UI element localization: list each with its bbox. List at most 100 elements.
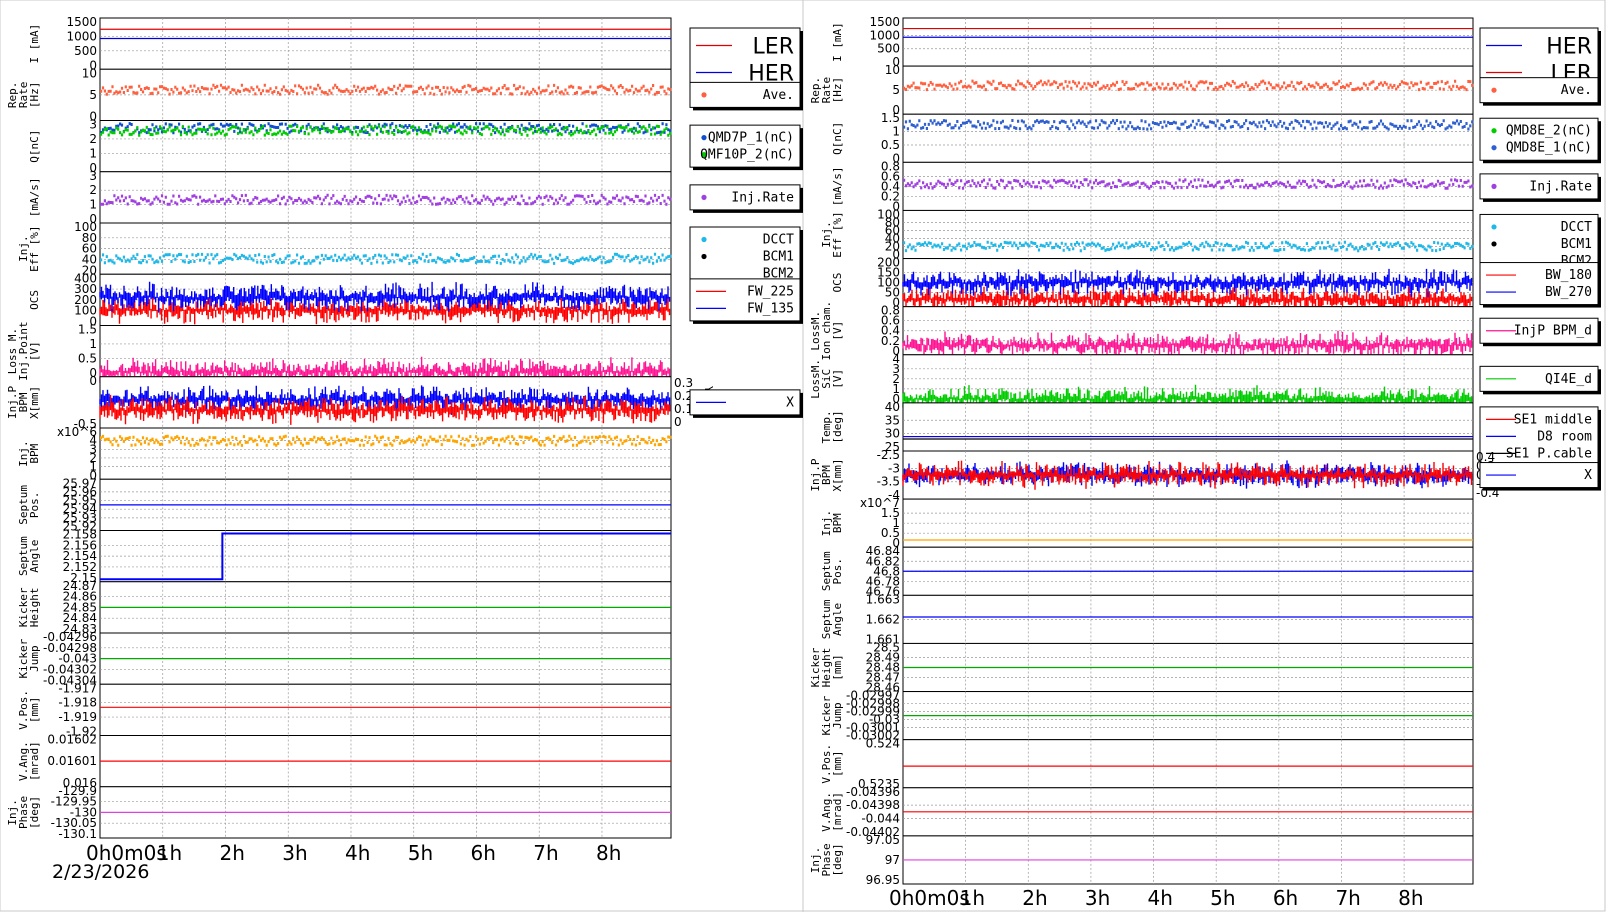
legend-label: X: [1584, 468, 1592, 483]
y-axis-label: [mm]: [28, 697, 41, 724]
y-axis-label: Jump: [831, 702, 844, 729]
y-tick-label: 100: [74, 304, 97, 318]
y-axis-label: [V]: [831, 321, 844, 341]
y-tick-label: 3: [89, 442, 97, 456]
y-tick-label: 25.97: [63, 476, 97, 490]
legend-label: QMF10P_2(nC): [700, 148, 794, 163]
y-axis-label: [mm]: [831, 750, 844, 777]
y-tick-label: 40: [885, 400, 900, 414]
legend-label: BW_270: [1545, 285, 1592, 300]
y-tick-label: 24.84: [63, 611, 97, 625]
y-axis-label: BPM: [820, 465, 833, 485]
panel-7: 0.80.60.40.20 LossM.Ion cham.[V] InjP BPM_…: [809, 301, 1601, 361]
y-axis-label: [mrad]: [831, 792, 844, 832]
y-tick-label: 20: [885, 240, 900, 254]
y-axis-label: Kicker: [17, 587, 30, 627]
y-tick-label: 28.5: [873, 640, 900, 654]
legend-label: Ave.: [763, 88, 794, 103]
x-tick: 7h: [1335, 886, 1360, 910]
y-tick-label: 1: [89, 146, 97, 160]
y-tick-label: 2: [89, 132, 97, 146]
y-tick-label: 24.85: [63, 600, 97, 614]
y-tick-label: 1: [892, 125, 900, 139]
y-tick-label: 1500: [869, 15, 900, 29]
x-tick-label: 3h: [282, 841, 307, 865]
series-dots: [100, 252, 672, 265]
y-tick-label: -129.95: [51, 795, 97, 809]
legend-label: BW_180: [1545, 268, 1592, 283]
y-tick-label: 0.01602: [47, 733, 97, 747]
y-axis-label: X[mm]: [831, 458, 844, 491]
legend-label: Ave.: [1561, 83, 1592, 98]
y-axis-label: OCS: [831, 273, 844, 293]
legend-label: LER: [753, 35, 794, 60]
legend-box: [1479, 262, 1599, 306]
y-axis-label: SiC: [820, 369, 833, 389]
y-tick-label: 0.6: [881, 169, 900, 183]
y-axis-label: BPM: [28, 443, 41, 463]
y-axis-label: Rate: [820, 77, 833, 104]
y-tick-label: 1000: [869, 28, 900, 42]
y-axis-label: Pos.: [28, 492, 41, 519]
legend: SE1 middle D8 room SE1 P.cable: [1479, 406, 1601, 469]
y-tick-label: 25: [885, 440, 900, 454]
y-axis-label: Pos.: [831, 558, 844, 585]
y-axis-label: Angle: [28, 540, 41, 573]
x-tick: 3h: [1085, 886, 1110, 910]
y-tick-label: 25.94: [63, 502, 97, 516]
y-tick-label: 0: [89, 161, 97, 175]
y-tick-label: 25.92: [63, 520, 97, 534]
y-tick-label: 96.95: [866, 873, 900, 887]
x-tick-label: 4h: [1148, 886, 1173, 910]
y-tick-label: 1.663: [866, 592, 900, 606]
legend-label: HER: [1546, 35, 1592, 60]
legend-box: [1479, 77, 1599, 104]
legend-dot-swatch: [1491, 241, 1497, 247]
y-tick-label: -1.918: [58, 696, 97, 710]
y-tick-label: 0.5: [881, 138, 900, 152]
y-tick-label: 25.95: [63, 494, 97, 508]
x-tick-label: 7h: [533, 841, 558, 865]
x-tick: 2h: [1022, 886, 1047, 910]
y-tick-label: 46.8: [873, 564, 900, 578]
y-tick-label: 25.96: [63, 485, 97, 499]
series-dots: [100, 124, 672, 137]
x-tick-label: 8h: [596, 841, 621, 865]
y-tick-label: 0.5235: [858, 777, 900, 791]
y-tick-label: 3: [89, 169, 97, 183]
x-tick-label: 2h: [219, 841, 244, 865]
y-axis-label: V.Pos.: [17, 690, 30, 730]
y-tick-label: 50: [885, 286, 900, 300]
panel-11: x10^71.510.50 Inj.BPM: [820, 496, 1474, 550]
y-axis-label: Inj.P: [809, 458, 822, 491]
legend-label: D8 room: [1537, 429, 1592, 444]
panel-10: -2.5-3-3.5-40.40.20-0.2-0.4Inj.PBPMX[mm]…: [809, 448, 1601, 502]
legend-label: FW_225: [747, 284, 794, 299]
x-tick: 4h: [1148, 886, 1173, 910]
x-tick-label: 0h0m0s: [86, 841, 167, 865]
y-tick-label: 400: [74, 271, 97, 285]
y-tick-label: -0.04304: [43, 673, 97, 687]
y-axis-label: Ion cham.: [820, 301, 833, 361]
y-tick-label: x10^6: [57, 425, 97, 439]
y-axis-label: [Hz]: [28, 82, 41, 109]
y-tick-label: 0: [892, 248, 900, 262]
y-axis-label: V.Ang.: [820, 792, 833, 832]
x-tick: 6h: [1273, 886, 1298, 910]
y-tick-label: 0: [892, 536, 900, 550]
y-tick-label: 100: [877, 276, 900, 290]
y-tick-label: -0.03002: [846, 729, 900, 743]
y-tick-label: 150: [877, 266, 900, 280]
series-dots: [100, 434, 672, 447]
y-tick-label: 46.76: [866, 584, 900, 598]
legend-box: [689, 27, 801, 91]
y-tick-label: 60: [885, 223, 900, 237]
y-tick-label: 500: [74, 44, 97, 58]
y-axis-label: Rate: [17, 82, 30, 109]
panel-frame: [902, 209, 1474, 260]
series-dots: [903, 178, 1474, 190]
